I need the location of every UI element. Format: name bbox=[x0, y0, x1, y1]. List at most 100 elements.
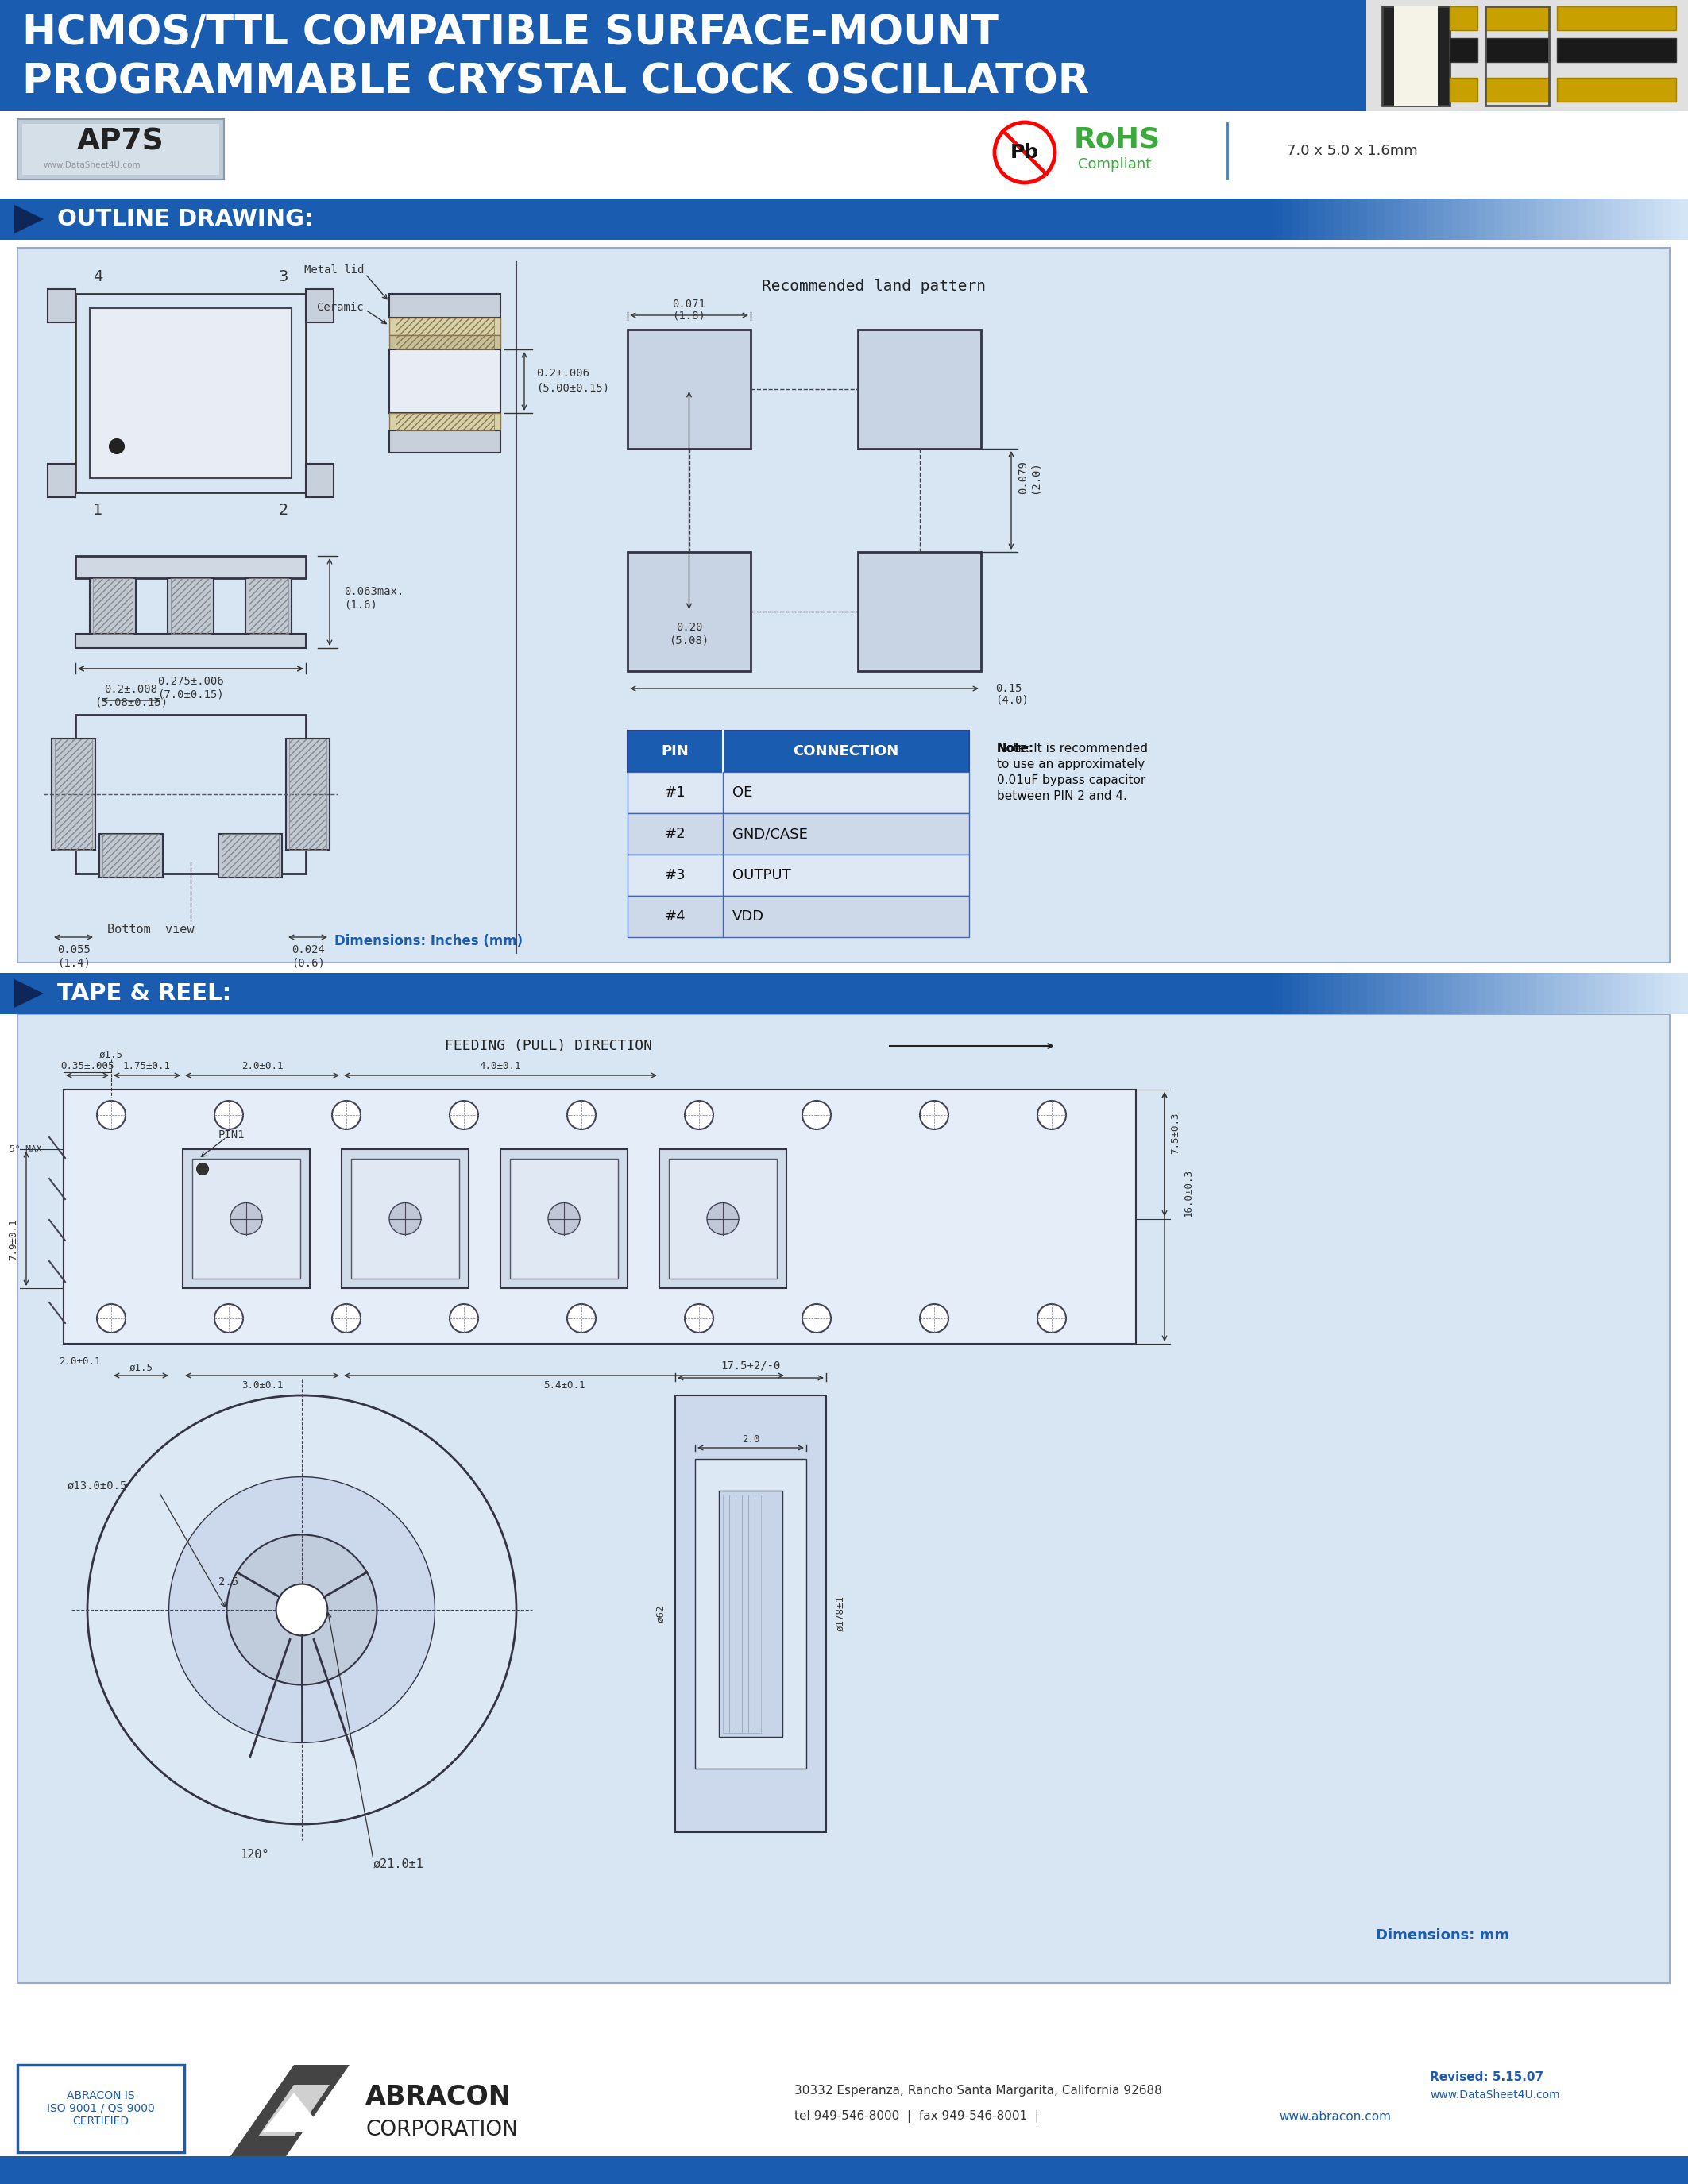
Bar bbox=[64, 1090, 1136, 1343]
Bar bbox=[456, 199, 464, 240]
Bar bbox=[1553, 199, 1561, 240]
Text: GND/CASE: GND/CASE bbox=[733, 828, 809, 841]
Bar bbox=[748, 1494, 755, 1732]
Bar bbox=[937, 199, 945, 240]
Text: 4: 4 bbox=[93, 269, 103, 284]
Bar bbox=[668, 1160, 776, 1278]
Bar bbox=[1190, 972, 1198, 1013]
Bar bbox=[1663, 972, 1671, 1013]
Bar bbox=[248, 579, 289, 633]
Text: (1.6): (1.6) bbox=[344, 598, 376, 609]
Text: (2.0): (2.0) bbox=[1030, 461, 1040, 494]
Bar bbox=[616, 199, 625, 240]
Bar bbox=[1680, 199, 1688, 240]
Bar bbox=[1097, 972, 1106, 1013]
Bar bbox=[354, 199, 363, 240]
Bar bbox=[1173, 972, 1182, 1013]
Bar bbox=[684, 199, 692, 240]
Bar bbox=[628, 553, 751, 670]
Bar bbox=[971, 972, 979, 1013]
Bar bbox=[152, 972, 160, 1013]
Bar bbox=[295, 972, 304, 1013]
Circle shape bbox=[226, 1535, 376, 1684]
Bar bbox=[1469, 199, 1477, 240]
Text: 0.01uF bypass capacitor: 0.01uF bypass capacitor bbox=[998, 773, 1146, 786]
Bar bbox=[1469, 972, 1477, 1013]
Bar bbox=[920, 972, 928, 1013]
Bar bbox=[186, 972, 194, 1013]
Bar bbox=[329, 972, 338, 1013]
Bar bbox=[987, 199, 996, 240]
Bar bbox=[143, 972, 152, 1013]
Bar bbox=[1578, 972, 1587, 1013]
Text: Dimensions: Inches (mm): Dimensions: Inches (mm) bbox=[334, 935, 523, 948]
Bar bbox=[658, 972, 667, 1013]
Bar bbox=[228, 199, 236, 240]
Bar bbox=[1334, 199, 1342, 240]
Bar bbox=[1485, 972, 1494, 1013]
Bar bbox=[565, 199, 574, 240]
Bar bbox=[89, 308, 292, 478]
Bar bbox=[34, 972, 42, 1013]
Bar bbox=[304, 972, 312, 1013]
Bar bbox=[194, 972, 203, 1013]
Bar bbox=[1148, 199, 1156, 240]
Bar bbox=[93, 972, 101, 1013]
Bar bbox=[628, 812, 969, 854]
Bar bbox=[971, 199, 979, 240]
Bar bbox=[245, 199, 253, 240]
Text: 3: 3 bbox=[279, 269, 289, 284]
Bar bbox=[1612, 972, 1620, 1013]
Bar bbox=[1241, 972, 1249, 1013]
Bar bbox=[1604, 199, 1612, 240]
Bar bbox=[523, 199, 532, 240]
Bar bbox=[717, 199, 726, 240]
Bar bbox=[1587, 199, 1595, 240]
Bar bbox=[312, 199, 321, 240]
Bar bbox=[1224, 199, 1232, 240]
Text: 0.2±.006: 0.2±.006 bbox=[537, 367, 589, 378]
Bar bbox=[287, 199, 295, 240]
Bar bbox=[515, 972, 523, 1013]
Text: ø1.5: ø1.5 bbox=[100, 1051, 123, 1059]
Bar bbox=[473, 199, 481, 240]
Bar bbox=[819, 972, 827, 1013]
Text: between PIN 2 and 4.: between PIN 2 and 4. bbox=[998, 791, 1128, 802]
Bar bbox=[127, 199, 135, 240]
Text: ABRACON: ABRACON bbox=[365, 2084, 511, 2110]
Bar bbox=[1494, 972, 1502, 1013]
Bar bbox=[628, 854, 969, 895]
Bar bbox=[1443, 199, 1452, 240]
Bar bbox=[1215, 972, 1224, 1013]
Bar bbox=[1300, 972, 1308, 1013]
Bar bbox=[371, 972, 380, 1013]
Polygon shape bbox=[262, 2092, 326, 2132]
Bar bbox=[743, 199, 751, 240]
Bar bbox=[1578, 199, 1587, 240]
Bar bbox=[1570, 199, 1578, 240]
Bar bbox=[895, 972, 903, 1013]
Bar bbox=[1393, 199, 1401, 240]
Bar bbox=[523, 972, 532, 1013]
Bar bbox=[633, 972, 641, 1013]
Bar bbox=[1536, 199, 1545, 240]
Bar bbox=[540, 199, 549, 240]
Bar bbox=[481, 199, 490, 240]
Bar bbox=[211, 972, 219, 1013]
Bar bbox=[1274, 199, 1283, 240]
Bar bbox=[481, 972, 490, 1013]
Bar bbox=[1485, 7, 1550, 31]
Bar bbox=[1671, 199, 1680, 240]
Text: 5° MAX: 5° MAX bbox=[8, 1144, 41, 1153]
Bar bbox=[390, 317, 500, 334]
Bar bbox=[628, 895, 969, 937]
Bar bbox=[928, 199, 937, 240]
Circle shape bbox=[110, 439, 123, 454]
Bar bbox=[565, 972, 574, 1013]
Text: 0.055: 0.055 bbox=[57, 943, 91, 954]
Bar bbox=[1646, 199, 1654, 240]
Bar bbox=[17, 2064, 184, 2151]
Bar bbox=[1156, 972, 1165, 1013]
Bar bbox=[390, 349, 500, 413]
Bar bbox=[498, 972, 506, 1013]
